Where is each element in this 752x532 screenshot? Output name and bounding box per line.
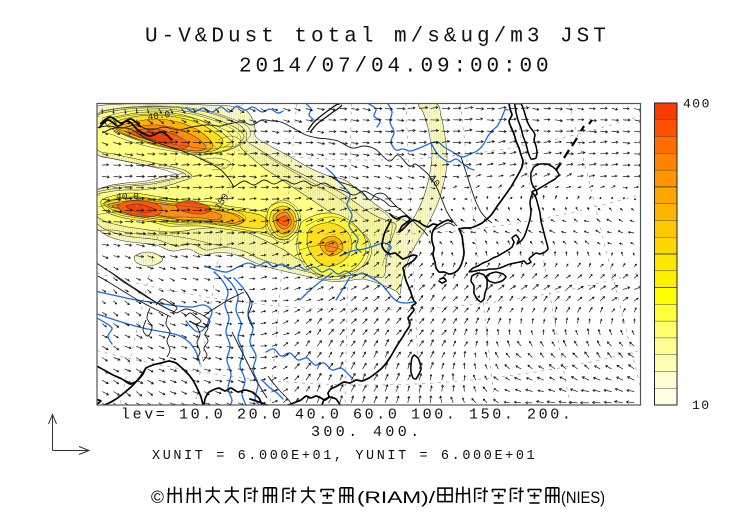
svg-text:40.0: 40.0 [116, 191, 139, 202]
svg-text:(NIES): (NIES) [561, 489, 605, 507]
svg-text:2014/07/04.09:00:00: 2014/07/04.09:00:00 [239, 56, 553, 79]
svg-text:©: © [151, 487, 164, 507]
svg-text:U-V&Dust total m/s&ug/m3 JST: U-V&Dust total m/s&ug/m3 JST [145, 26, 610, 49]
svg-text:400: 400 [683, 97, 711, 112]
svg-text:XUNIT = 6.000E+01, YUNIT = 6.0: XUNIT = 6.000E+01, YUNIT = 6.000E+01 [152, 449, 537, 464]
svg-text:40.0: 40.0 [147, 109, 171, 123]
svg-text:10: 10 [692, 398, 711, 413]
svg-text:300. 400.: 300. 400. [311, 424, 423, 441]
svg-text:(RIAM)/: (RIAM)/ [357, 489, 436, 507]
svg-text:lev= 10.0 20.0 40.0 60.0 100.: lev= 10.0 20.0 40.0 60.0 100. 150. 200. [121, 407, 573, 424]
